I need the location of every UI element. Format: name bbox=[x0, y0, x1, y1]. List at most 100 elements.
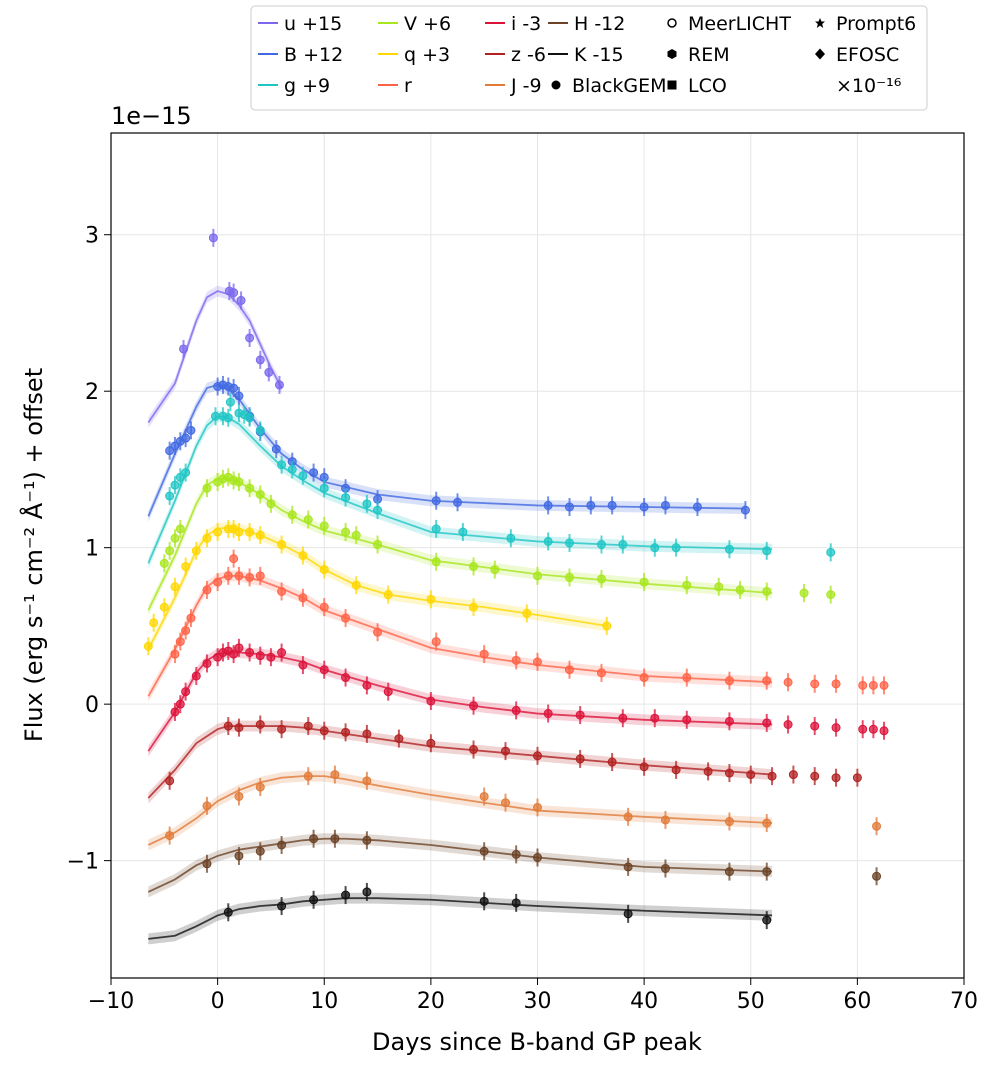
data-point bbox=[660, 815, 670, 825]
data-point bbox=[341, 890, 351, 900]
data-point bbox=[245, 572, 255, 582]
data-point bbox=[223, 413, 233, 423]
data-point bbox=[740, 505, 750, 515]
data-point bbox=[724, 867, 734, 877]
data-point bbox=[623, 909, 633, 919]
data-point bbox=[564, 502, 574, 512]
data-point bbox=[181, 561, 191, 571]
data-point bbox=[762, 546, 772, 556]
data-point bbox=[426, 738, 436, 748]
data-point bbox=[223, 907, 233, 917]
data-point bbox=[159, 558, 169, 568]
data-point bbox=[181, 468, 191, 478]
data-point bbox=[602, 621, 612, 631]
data-point bbox=[287, 464, 297, 474]
data-point bbox=[255, 530, 265, 540]
legend-label: ×10⁻¹⁶ bbox=[836, 75, 901, 97]
data-point bbox=[682, 580, 692, 590]
data-point bbox=[229, 383, 239, 393]
data-point bbox=[479, 846, 489, 856]
data-point bbox=[872, 821, 882, 831]
data-point bbox=[330, 770, 340, 780]
data-point bbox=[255, 720, 265, 729]
data-point bbox=[229, 554, 239, 564]
data-point bbox=[170, 533, 180, 543]
data-point bbox=[234, 791, 244, 801]
data-point bbox=[810, 771, 820, 781]
data-point bbox=[175, 637, 185, 647]
data-point bbox=[533, 751, 542, 761]
data-point bbox=[543, 709, 553, 719]
legend-marker-blackgem bbox=[551, 80, 561, 90]
data-point bbox=[660, 863, 670, 873]
data-point bbox=[671, 543, 681, 553]
model-band bbox=[148, 892, 773, 945]
data-point bbox=[469, 561, 479, 571]
x-tick-label: 0 bbox=[211, 989, 225, 1014]
data-point bbox=[762, 586, 772, 596]
data-point bbox=[522, 608, 532, 618]
data-point bbox=[175, 524, 185, 534]
data-point bbox=[202, 533, 212, 543]
data-point bbox=[319, 483, 329, 493]
data-point bbox=[202, 483, 212, 493]
data-point bbox=[383, 590, 393, 600]
data-point bbox=[277, 586, 287, 596]
data-point bbox=[788, 770, 798, 780]
model-band bbox=[148, 770, 773, 851]
data-point bbox=[255, 425, 265, 435]
data-point bbox=[170, 649, 180, 659]
data-point bbox=[277, 901, 287, 911]
data-point bbox=[341, 673, 351, 683]
data-point bbox=[186, 425, 196, 435]
data-point bbox=[618, 540, 628, 550]
legend-label: J -9 bbox=[510, 75, 542, 97]
data-point bbox=[724, 716, 734, 726]
data-point bbox=[165, 776, 175, 786]
legend-marker-lco bbox=[667, 80, 677, 90]
data-point bbox=[179, 344, 189, 354]
data-point bbox=[319, 521, 329, 531]
data-point bbox=[564, 572, 574, 582]
data-point bbox=[543, 500, 553, 510]
data-point bbox=[181, 433, 191, 443]
model-line bbox=[147, 415, 773, 564]
legend-marker-meerlicht bbox=[667, 18, 677, 28]
data-point bbox=[458, 527, 468, 537]
data-point bbox=[274, 380, 284, 390]
data-point bbox=[479, 791, 489, 801]
data-point bbox=[735, 585, 745, 595]
data-point bbox=[373, 540, 383, 550]
data-point bbox=[309, 834, 319, 844]
data-point bbox=[234, 477, 244, 487]
model-band bbox=[148, 285, 282, 428]
grid-lines bbox=[110, 133, 965, 978]
data-point bbox=[826, 547, 836, 557]
data-point bbox=[660, 500, 670, 510]
data-point bbox=[607, 500, 617, 510]
y-tick-label: −1 bbox=[67, 850, 99, 875]
y-tick-label: 1 bbox=[85, 537, 99, 562]
data-point bbox=[229, 288, 239, 298]
legend-label: i -3 bbox=[511, 13, 541, 35]
legend-label: z -6 bbox=[511, 44, 546, 66]
y-tick-label: 3 bbox=[85, 224, 99, 249]
data-point bbox=[362, 835, 372, 845]
data-point bbox=[170, 480, 180, 490]
data-point bbox=[234, 391, 244, 401]
model-line bbox=[147, 383, 746, 517]
data-point bbox=[501, 798, 511, 808]
data-point bbox=[362, 729, 372, 739]
data-point bbox=[362, 680, 372, 690]
data-point bbox=[810, 721, 820, 731]
data-point bbox=[255, 651, 265, 661]
data-point bbox=[319, 565, 329, 575]
data-point bbox=[564, 665, 574, 675]
data-point bbox=[383, 687, 393, 697]
data-point bbox=[762, 718, 772, 728]
data-point bbox=[191, 546, 201, 556]
data-point bbox=[210, 411, 220, 421]
data-point bbox=[298, 593, 308, 603]
legend-label: g +9 bbox=[284, 75, 330, 97]
legend-label: q +3 bbox=[404, 44, 450, 66]
